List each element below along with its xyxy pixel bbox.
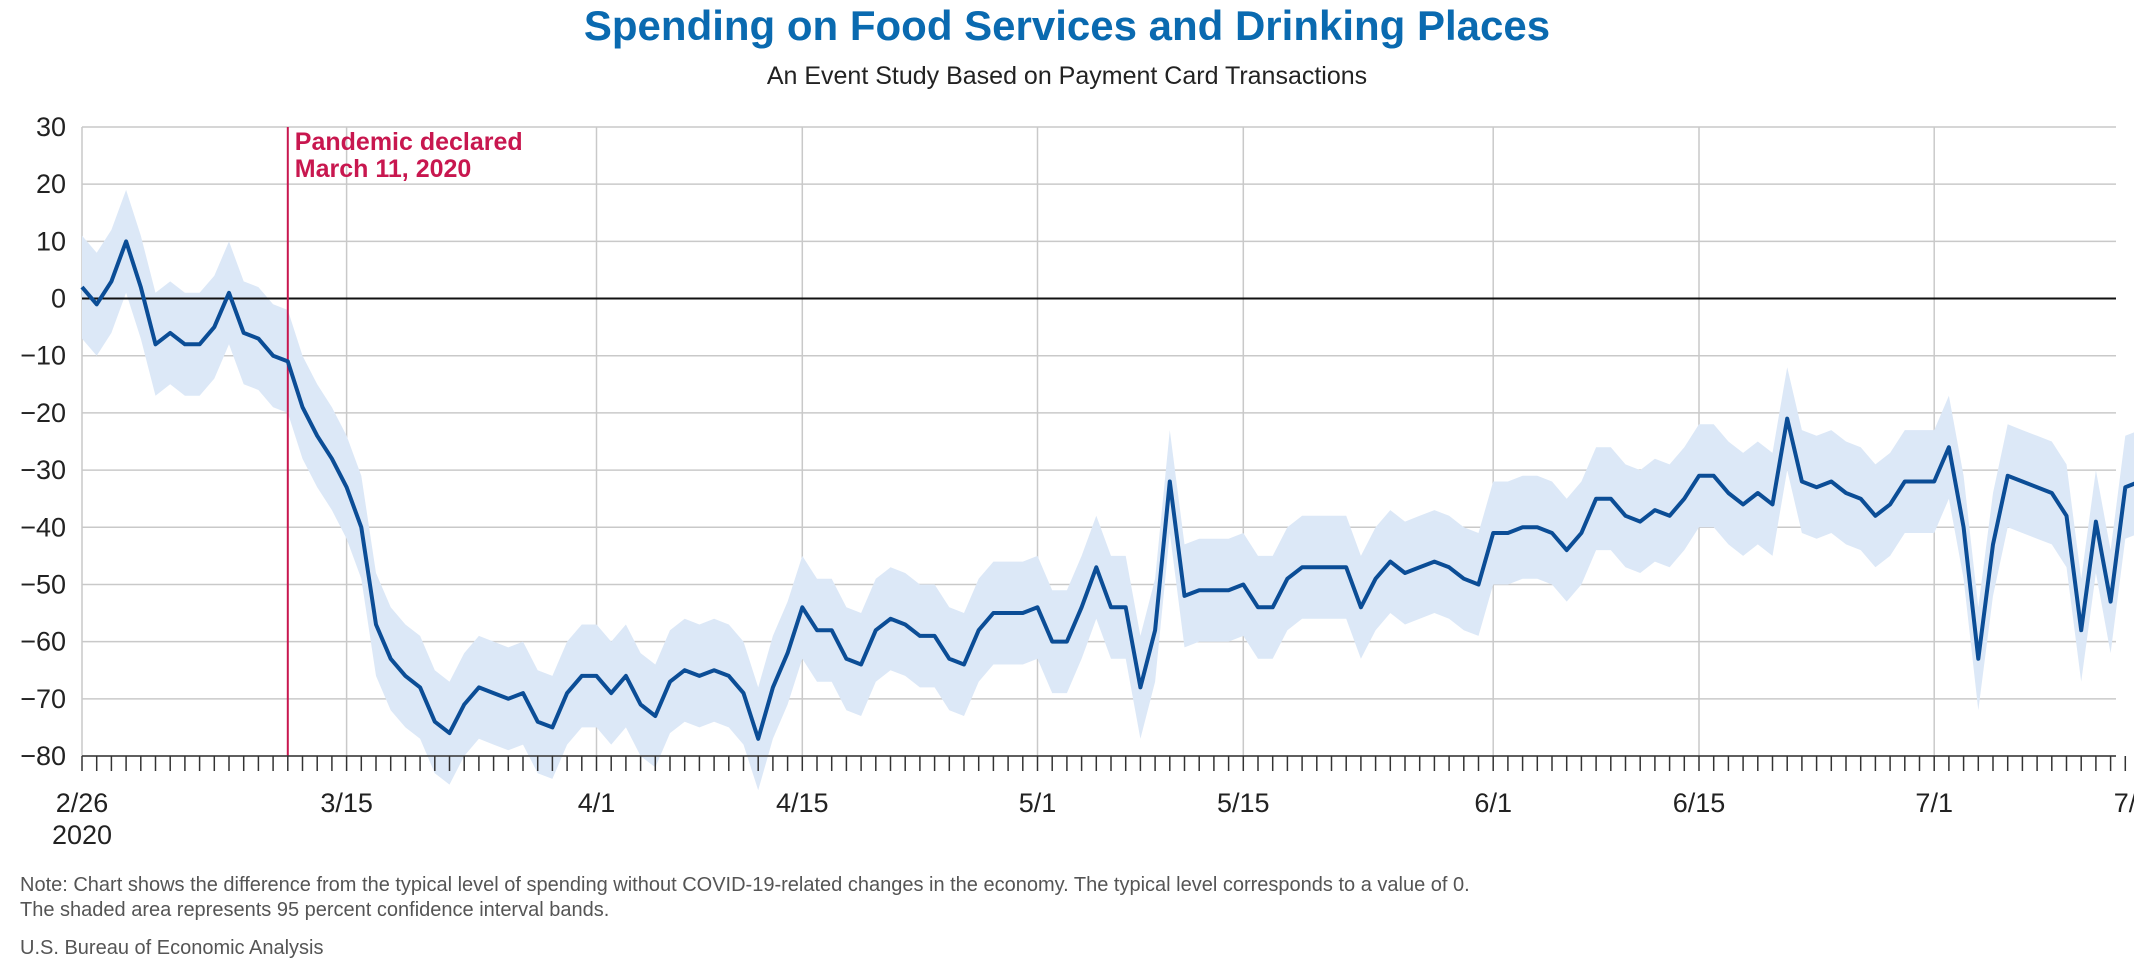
y-tick-label: −50 (20, 569, 66, 599)
x-tick-year-label: 2020 (52, 820, 112, 850)
note-line-2: The shaded area represents 95 percent co… (20, 899, 610, 921)
annotation-text: March 11, 2020 (295, 155, 472, 183)
x-tick-label: 6/15 (1673, 788, 1726, 818)
source-label: U.S. Bureau of Economic Analysis (20, 937, 324, 959)
x-tick-label: 7/1 (1915, 788, 1953, 818)
y-tick-label: −10 (20, 341, 66, 371)
annotation-text: Pandemic declared (295, 128, 523, 156)
y-tick-label: 20 (36, 169, 66, 199)
y-tick-label: −20 (20, 398, 66, 428)
y-tick-label: −30 (20, 455, 66, 485)
series-line-layer (80, 239, 2134, 741)
y-tick-label: −70 (20, 684, 66, 714)
y-tick-label: 30 (36, 112, 66, 142)
series-line (80, 239, 2134, 741)
x-tick-label: 6/1 (1474, 788, 1512, 818)
y-tick-label: 10 (36, 226, 66, 256)
x-tick-label: 4/1 (578, 788, 616, 818)
confidence-band (82, 189, 2134, 791)
y-tick-label: −80 (20, 741, 66, 771)
y-tick-label: −60 (20, 627, 66, 657)
x-tick-label: 7/15 (2114, 788, 2134, 818)
x-tick-label: 4/15 (776, 788, 829, 818)
chart-title: Spending on Food Services and Drinking P… (583, 2, 1551, 49)
y-tick-label: 0 (51, 284, 66, 314)
x-tick-label: 2/26 (56, 788, 109, 818)
confidence-band-layer (82, 189, 2134, 791)
x-tick-label: 3/15 (320, 788, 373, 818)
y-tick-label: −40 (20, 512, 66, 542)
x-tick-label: 5/1 (1019, 788, 1057, 818)
x-tick-label: 5/15 (1217, 788, 1270, 818)
note-line-1: Note: Chart shows the difference from th… (20, 874, 1470, 896)
chart-subtitle: An Event Study Based on Payment Card Tra… (766, 62, 1368, 90)
